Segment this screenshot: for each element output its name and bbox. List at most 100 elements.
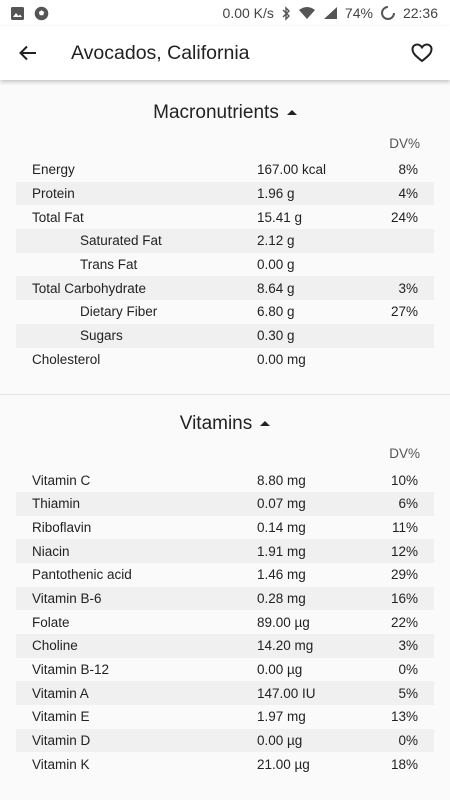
nutrient-amount: 2.12 g	[257, 233, 295, 249]
nutrient-name: Vitamin B-12	[32, 662, 110, 678]
nutrient-dv: 0%	[398, 733, 418, 749]
nutrient-name: Riboflavin	[32, 519, 92, 535]
nutrient-dv: 11%	[391, 519, 418, 535]
table-row: Energy 167.00 kcal 8%	[16, 158, 434, 182]
vitamins-header[interactable]: Vitamins	[0, 413, 450, 435]
table-row: Vitamin E 1.97 mg 13%	[16, 705, 434, 729]
nutrient-amount: 0.14 mg	[257, 519, 306, 535]
vitamins-dv-header: DV%	[389, 446, 420, 462]
nutrient-name: Pantothenic acid	[32, 567, 132, 583]
battery-percent: 74%	[344, 5, 373, 21]
table-row: Riboflavin 0.14 mg 11%	[16, 516, 434, 540]
nutrient-dv: 0%	[398, 662, 418, 678]
nutrient-name: Choline	[32, 638, 78, 654]
nutrient-name: Dietary Fiber	[80, 304, 158, 320]
nutrient-dv: 13%	[390, 709, 418, 725]
nutrient-dv: 16%	[390, 590, 418, 606]
vitamins-title: Vitamins	[179, 413, 253, 435]
nutrient-amount: 1.91 mg	[257, 543, 306, 559]
caret-up-icon	[286, 109, 297, 115]
nutrient-amount: 15.41 g	[257, 209, 303, 225]
wifi-icon	[298, 6, 316, 20]
nutrient-dv: 10%	[390, 472, 418, 488]
page-title: Avocados, California	[71, 41, 250, 64]
table-row: Saturated Fat 2.12 g	[16, 229, 434, 253]
content-scroll-area[interactable]: Macronutrients DV% Energy 167.00 kcal 8% Pr…	[0, 80, 450, 800]
nutrient-name: Vitamin K	[32, 756, 90, 772]
table-row: Vitamin D 0.00 µg 0%	[16, 728, 434, 753]
nutrient-name: Total Carbohydrate	[32, 280, 147, 296]
section-divider	[0, 394, 450, 396]
arrow-left-icon	[18, 43, 38, 63]
table-row: Vitamin C 8.80 mg 10%	[16, 468, 434, 492]
nutrient-name: Vitamin E	[32, 709, 90, 725]
caret-up-icon	[260, 420, 271, 426]
table-row: Dietary Fiber 6.80 g 27%	[16, 300, 434, 324]
nutrient-amount: 0.30 g	[257, 328, 295, 344]
table-row: Trans Fat 0.00 g	[16, 253, 434, 277]
nutrient-amount: 1.46 mg	[257, 567, 306, 583]
nutrient-name: Sugars	[80, 328, 123, 344]
nutrient-amount: 0.28 mg	[257, 590, 306, 606]
table-row: Sugars 0.30 g	[16, 323, 434, 348]
app-bar: Avocados, California	[0, 26, 450, 80]
signal-icon	[323, 6, 338, 20]
nutrient-amount: 0.00 µg	[257, 733, 303, 749]
nutrient-name: Thiamin	[32, 496, 81, 512]
nutrient-name: Vitamin A	[32, 685, 89, 701]
nutrient-dv: 27%	[390, 304, 418, 320]
nutrient-dv: 22%	[390, 614, 418, 630]
status-right: 0.00 K/s 74% 22:36	[223, 5, 438, 21]
nutrient-name: Total Fat	[32, 209, 84, 225]
nutrient-amount: 0.00 g	[257, 257, 295, 273]
nutrient-amount: 147.00 IU	[257, 685, 316, 701]
battery-saver-icon	[380, 5, 396, 21]
table-row: Vitamin A 147.00 IU 5%	[16, 681, 434, 706]
macronutrients-section: DV% Energy 167.00 kcal 8% Protein 1.96 g 4% To…	[0, 136, 450, 371]
macronutrients-header[interactable]: Macronutrients	[0, 102, 450, 124]
nutrient-name: Protein	[32, 186, 75, 202]
nutrient-dv: 6%	[398, 496, 418, 512]
nutrient-amount: 1.97 mg	[257, 709, 306, 725]
table-row: Pantothenic acid 1.46 mg 29%	[16, 563, 434, 587]
table-row: Folate 89.00 µg 22%	[16, 610, 434, 634]
table-row: Cholesterol 0.00 mg	[16, 348, 434, 372]
nutrient-name: Vitamin D	[32, 733, 91, 749]
nutrient-name: Cholesterol	[32, 351, 101, 367]
nutrient-dv: 3%	[398, 280, 418, 296]
network-speed: 0.00 K/s	[222, 5, 274, 21]
nutrient-dv: 18%	[390, 756, 418, 772]
nutrient-name: Vitamin C	[32, 472, 91, 488]
nutrient-dv: 12%	[390, 543, 418, 559]
nutrient-amount: 21.00 µg	[257, 756, 310, 772]
macronutrients-dv-header: DV%	[389, 136, 420, 151]
nutrient-amount: 14.20 mg	[257, 638, 314, 654]
favorite-button[interactable]	[394, 26, 450, 80]
table-row: Vitamin B-6 0.28 mg 16%	[16, 586, 434, 611]
back-button[interactable]	[0, 26, 56, 80]
vitamins-section: DV% Vitamin C 8.80 mg 10% Thiamin 0.07 mg 6% R…	[0, 446, 450, 776]
nutrient-dv: 29%	[390, 567, 418, 583]
nutrient-amount: 8.80 mg	[257, 472, 306, 488]
nutrient-amount: 167.00 kcal	[257, 162, 327, 178]
table-row: Protein 1.96 g 4%	[16, 181, 434, 206]
table-row: Total Fat 15.41 g 24%	[16, 205, 434, 229]
nutrient-name: Trans Fat	[80, 257, 138, 273]
nutrient-amount: 6.80 g	[257, 304, 295, 320]
macronutrients-title: Macronutrients	[153, 102, 279, 123]
image-icon	[10, 6, 25, 21]
nutrient-dv: 4%	[398, 186, 418, 202]
nutrient-amount: 1.96 g	[257, 186, 295, 202]
clock: 22:36	[402, 5, 438, 21]
table-row: Total Carbohydrate 8.64 g 3%	[16, 276, 434, 301]
nutrient-name: Saturated Fat	[80, 233, 162, 249]
vitamins-table: Vitamin C 8.80 mg 10% Thiamin 0.07 mg 6% Ribof…	[16, 468, 434, 776]
nutrient-amount: 0.00 µg	[257, 662, 303, 678]
heart-outline-icon	[411, 43, 433, 63]
table-row: Niacin 1.91 mg 12%	[16, 539, 434, 563]
table-row: Vitamin K 21.00 µg 18%	[16, 752, 434, 776]
table-row: Vitamin B-12 0.00 µg 0%	[16, 658, 434, 682]
nutrient-amount: 89.00 µg	[257, 614, 310, 630]
soccer-ball-icon	[34, 6, 49, 21]
nutrient-name: Folate	[32, 614, 70, 630]
